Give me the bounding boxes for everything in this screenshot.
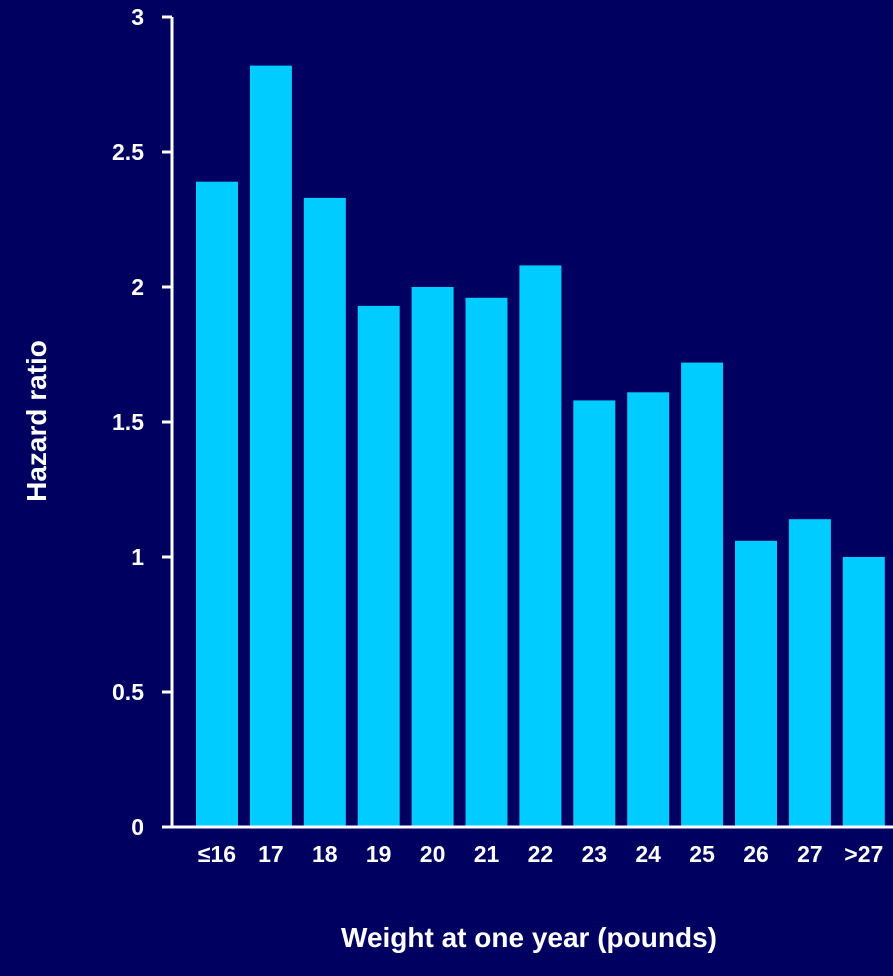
bar-11 <box>788 519 831 827</box>
x-tick-label-5: 21 <box>474 841 500 867</box>
x-tick-label-8: 24 <box>635 841 661 867</box>
bar-7 <box>573 400 616 827</box>
x-tick-label-12: >27 <box>844 841 883 867</box>
y-tick-label-3: 1.5 <box>112 409 144 435</box>
y-tick-label-4: 2 <box>131 274 144 300</box>
x-tick-label-7: 23 <box>582 841 608 867</box>
y-axis-title: Hazard ratio <box>21 340 52 502</box>
x-tick-label-9: 25 <box>689 841 715 867</box>
y-tick-label-5: 2.5 <box>112 139 144 165</box>
x-tick-label-2: 18 <box>312 841 338 867</box>
bar-6 <box>519 265 562 827</box>
x-tick-label-4: 20 <box>420 841 446 867</box>
x-axis: ≤16 17 18 19 20 21 22 23 24 25 26 27 >27 <box>172 825 893 867</box>
bar-10 <box>735 540 777 827</box>
bar-1 <box>249 65 292 828</box>
bar-4 <box>411 287 454 827</box>
x-tick-label-11: 27 <box>797 841 823 867</box>
bar-2 <box>303 197 346 827</box>
x-axis-title: Weight at one year (pounds) <box>341 922 717 953</box>
y-tick-label-1: 0.5 <box>112 679 144 705</box>
bar-12 <box>842 557 885 827</box>
bar-5 <box>465 297 508 827</box>
x-tick-label-6: 22 <box>528 841 554 867</box>
bars-group <box>196 65 885 828</box>
bar-3 <box>357 305 400 827</box>
x-tick-label-3: 19 <box>366 841 392 867</box>
bar-9 <box>681 362 724 827</box>
x-tick-label-10: 26 <box>743 841 769 867</box>
bar-0 <box>196 181 238 827</box>
y-axis: 0 0.5 1 1.5 2 2.5 3 <box>112 4 174 840</box>
x-tick-label-1: 17 <box>258 841 284 867</box>
y-tick-label-2: 1 <box>131 544 144 570</box>
y-tick-label-6: 3 <box>131 4 144 30</box>
x-tick-label-0: ≤16 <box>198 841 236 867</box>
bar-8 <box>627 392 670 827</box>
y-tick-label-0: 0 <box>131 814 144 840</box>
